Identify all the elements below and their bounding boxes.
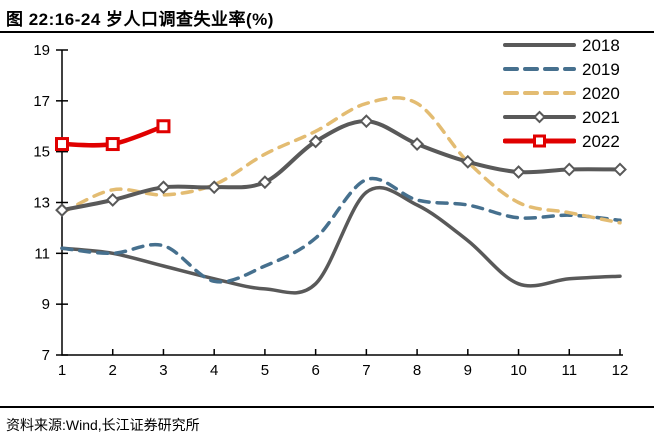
y-tick-label: 15 xyxy=(33,144,50,161)
x-tick-label: 7 xyxy=(362,362,370,379)
diamond-marker xyxy=(308,134,323,149)
diamond-marker xyxy=(55,203,69,218)
legend-swatch-2019 xyxy=(503,67,576,71)
series-2020 xyxy=(60,96,622,225)
y-tick-label: 13 xyxy=(33,195,50,212)
legend-label: 2019 xyxy=(582,59,620,79)
series-line xyxy=(60,176,622,284)
x-tick-label: 8 xyxy=(413,362,421,379)
series-2021 xyxy=(55,114,627,218)
square-marker xyxy=(105,137,120,152)
diamond-marker xyxy=(359,114,374,129)
diamond-marker xyxy=(156,180,171,195)
source-divider xyxy=(0,406,654,408)
x-tick-label: 1 xyxy=(58,362,66,379)
series-line xyxy=(60,185,622,295)
x-tick-label: 2 xyxy=(109,362,117,379)
legend-item: 2018 xyxy=(503,33,620,57)
diamond-marker xyxy=(511,165,526,179)
legend-label: 2021 xyxy=(582,107,620,127)
diamond-marker xyxy=(105,193,120,207)
diamond-marker xyxy=(207,180,222,195)
x-tick-label: 5 xyxy=(261,362,269,379)
legend-swatch-2021 xyxy=(503,110,576,124)
legend-label: 2022 xyxy=(582,131,620,151)
series-2022 xyxy=(55,119,171,152)
legend-swatch-2022 xyxy=(503,134,576,148)
x-tick-label: 6 xyxy=(311,362,319,379)
diamond-marker xyxy=(460,154,475,169)
y-tick-label: 11 xyxy=(34,245,50,262)
x-tick-label: 11 xyxy=(561,362,577,379)
legend: 2018 2019 2020 2021 2022 xyxy=(503,33,620,153)
legend-swatch-2018 xyxy=(503,43,576,47)
legend-label: 2020 xyxy=(582,83,620,103)
square-marker xyxy=(156,119,171,134)
legend-swatch-2020 xyxy=(503,91,576,95)
x-tick-label: 4 xyxy=(210,362,218,379)
square-marker xyxy=(55,137,69,152)
x-tick-label: 3 xyxy=(159,362,167,379)
x-tick-label: 12 xyxy=(612,362,629,379)
series-2018 xyxy=(60,185,622,295)
series-line xyxy=(60,96,622,225)
title-divider xyxy=(0,31,654,33)
diamond-marker xyxy=(410,137,425,151)
diamond-marker xyxy=(562,162,577,177)
diamond-marker xyxy=(533,110,546,124)
square-marker xyxy=(533,134,546,148)
y-tick-label: 7 xyxy=(42,347,50,364)
series-2019 xyxy=(60,176,622,284)
chart-title: 图 22:16-24 岁人口调查失业率(%) xyxy=(6,10,274,29)
legend-item: 2022 xyxy=(503,129,620,153)
y-tick-label: 9 xyxy=(42,296,50,313)
legend-item: 2021 xyxy=(503,105,620,129)
legend-label: 2018 xyxy=(582,35,620,55)
legend-item: 2019 xyxy=(503,57,620,81)
diamond-marker xyxy=(613,162,627,177)
source-text: 资料来源:Wind,长江证券研究所 xyxy=(6,417,200,433)
y-tick-label: 19 xyxy=(33,42,50,59)
diamond-marker xyxy=(257,175,272,190)
x-tick-label: 9 xyxy=(464,362,472,379)
y-tick-label: 17 xyxy=(33,93,50,110)
x-tick-label: 10 xyxy=(510,362,527,379)
legend-item: 2020 xyxy=(503,81,620,105)
